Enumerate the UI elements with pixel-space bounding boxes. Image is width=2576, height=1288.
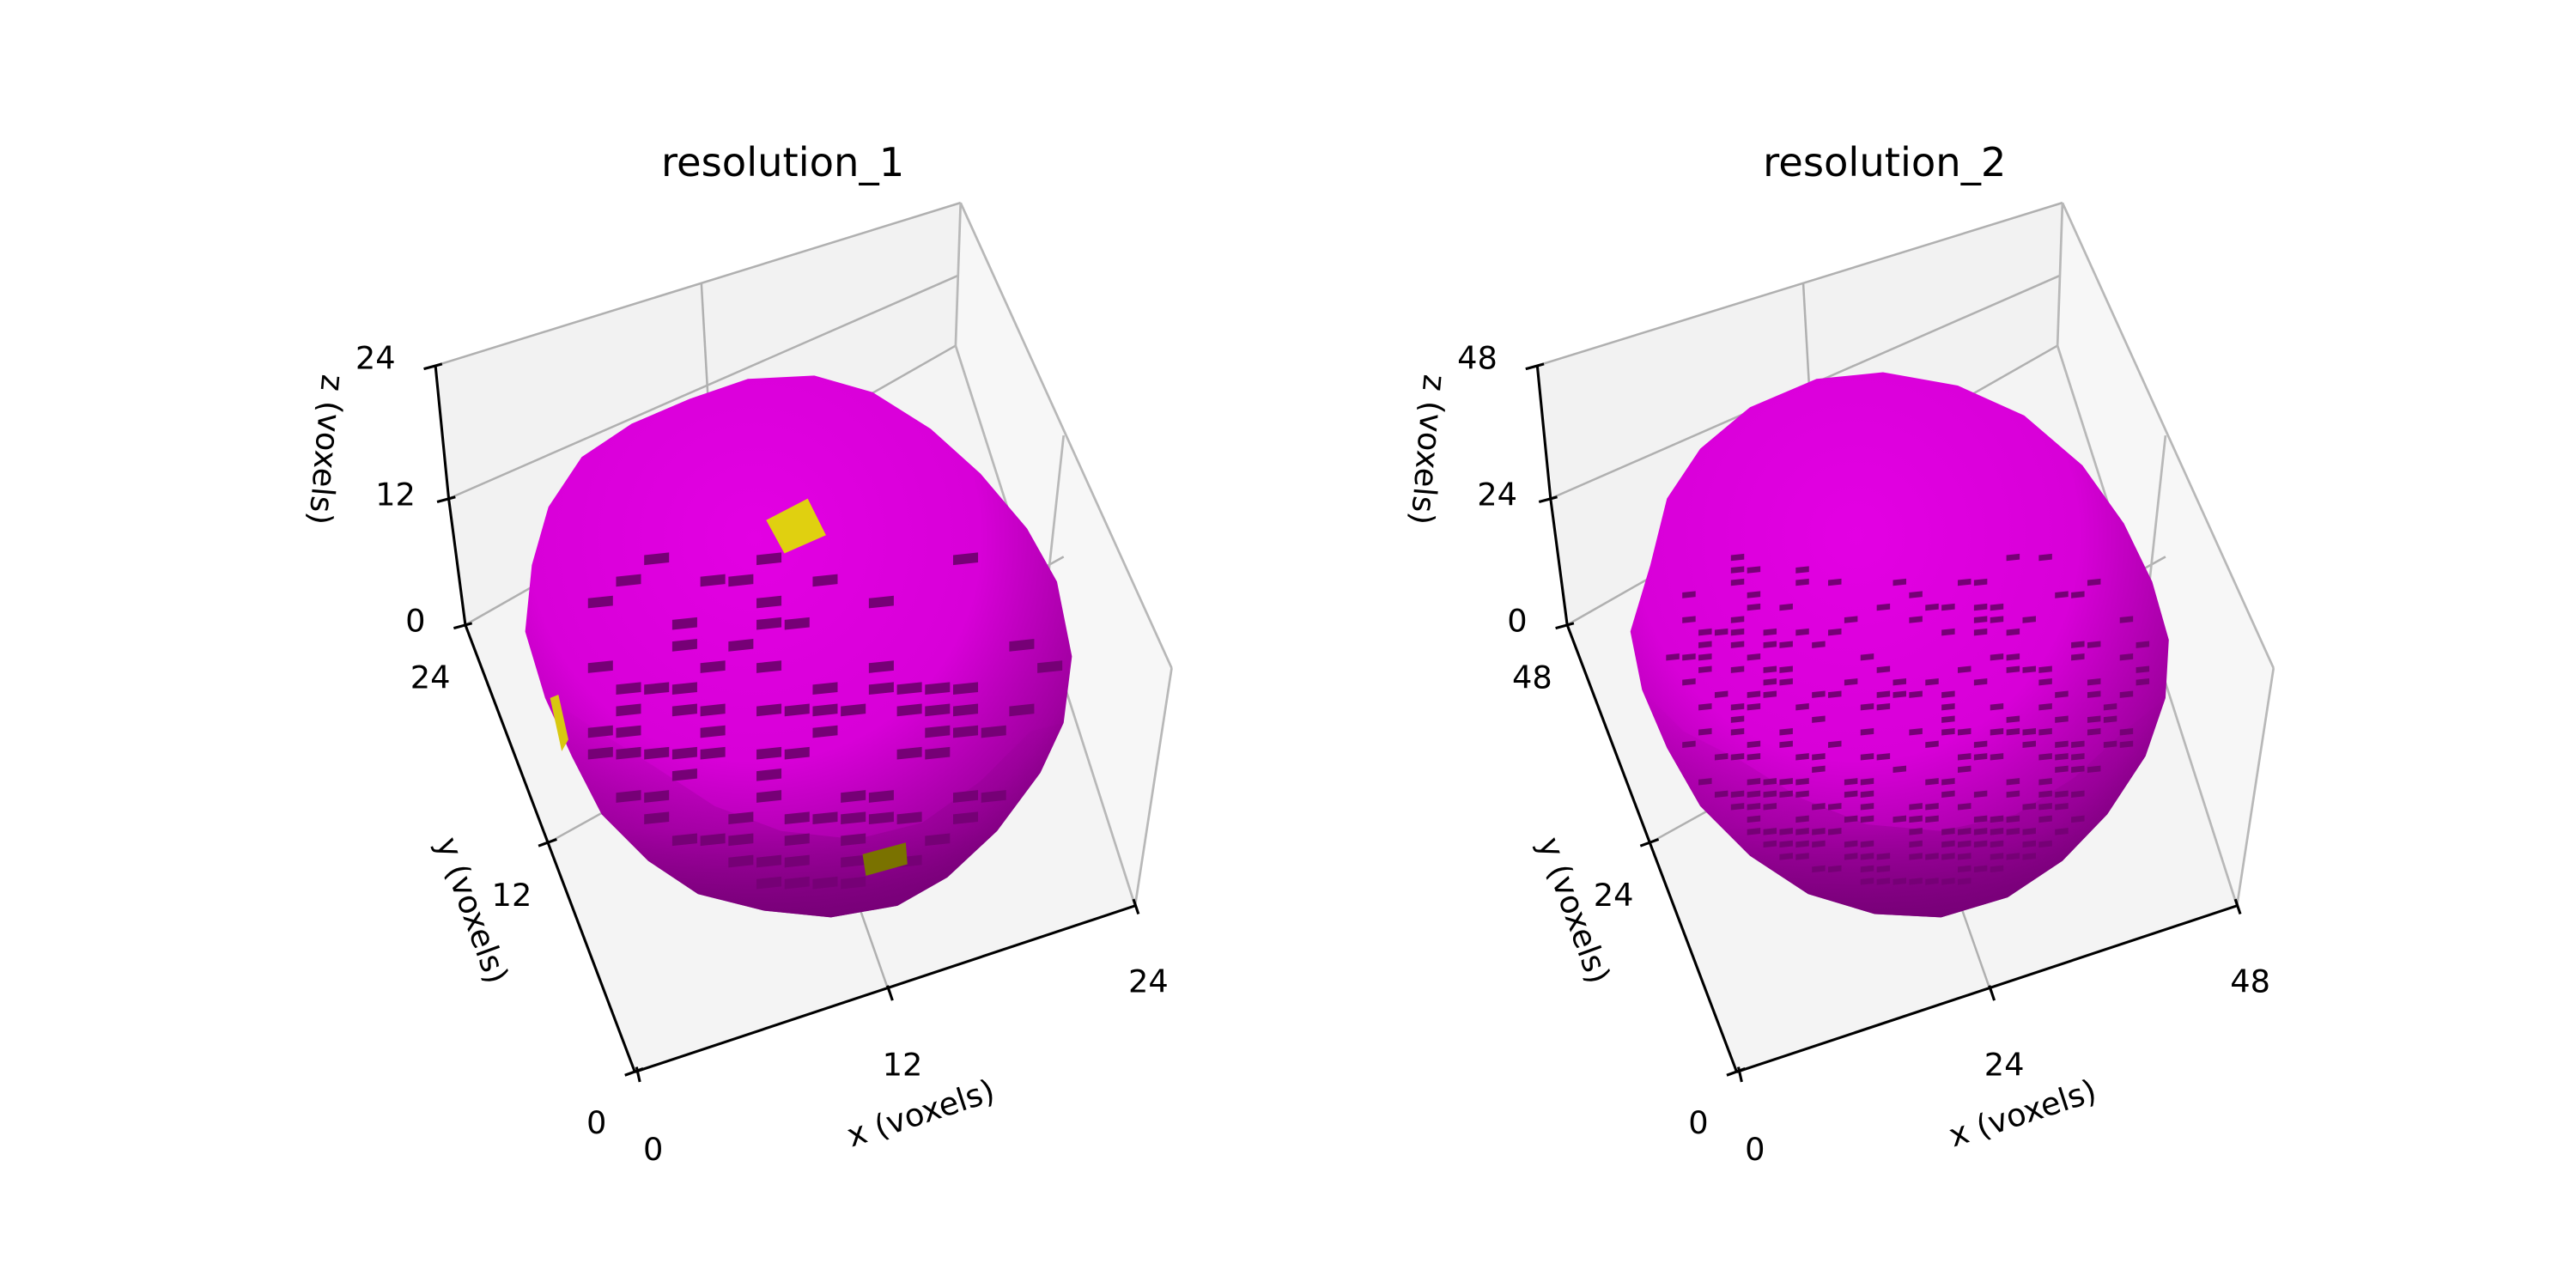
voxel-sphere-res1 xyxy=(525,375,1072,918)
highlight-voxel-bottom xyxy=(862,842,908,876)
z-tick-label: 24 xyxy=(1477,476,1517,513)
z-axis-label: z (voxels) xyxy=(301,373,351,526)
y-tick-label: 12 xyxy=(492,877,532,914)
voxel-ledges xyxy=(587,552,1063,890)
y-tick-label: 0 xyxy=(1688,1104,1708,1141)
side-pane-right xyxy=(955,203,1172,906)
subplot-resolution-1: resolution_1 xyxy=(301,139,1173,1168)
plot-title: resolution_1 xyxy=(661,139,904,185)
z-tick-label: 0 xyxy=(1507,602,1527,639)
x-axis-label: x (voxels) xyxy=(1944,1072,2100,1155)
y-tick-label: 24 xyxy=(410,659,451,696)
x-tick-label: 0 xyxy=(643,1131,663,1168)
y-tick-label: 0 xyxy=(586,1104,606,1141)
x-tick-label: 0 xyxy=(1745,1131,1765,1168)
voxel-ledges xyxy=(1666,553,2150,885)
z-axis-label: z (voxels) xyxy=(1403,373,1453,526)
z-tick-label: 12 xyxy=(375,476,416,513)
side-pane-right xyxy=(2057,203,2274,906)
voxel-sphere-res2 xyxy=(1630,372,2169,918)
x-tick-label: 12 xyxy=(883,1046,923,1083)
y-tick-label: 24 xyxy=(1594,877,1634,914)
y-tick-label: 48 xyxy=(1512,659,1552,696)
z-tick-label: 48 xyxy=(1457,340,1498,377)
x-tick-label: 24 xyxy=(1984,1046,2025,1083)
z-tick-label: 0 xyxy=(405,602,425,639)
z-tick-label: 24 xyxy=(355,340,396,377)
x-tick-label: 48 xyxy=(2230,963,2270,999)
y-axis: 24 12 0 y (voxels) xyxy=(410,624,644,1141)
subplot-resolution-2: resolution_2 48 24 xyxy=(1403,139,2275,1168)
highlight-voxel-left xyxy=(550,695,568,751)
plot-title: resolution_2 xyxy=(1763,139,2006,185)
x-tick-label: 24 xyxy=(1128,963,1169,999)
x-axis-label: x (voxels) xyxy=(842,1072,999,1155)
highlight-voxel-top xyxy=(766,498,826,554)
